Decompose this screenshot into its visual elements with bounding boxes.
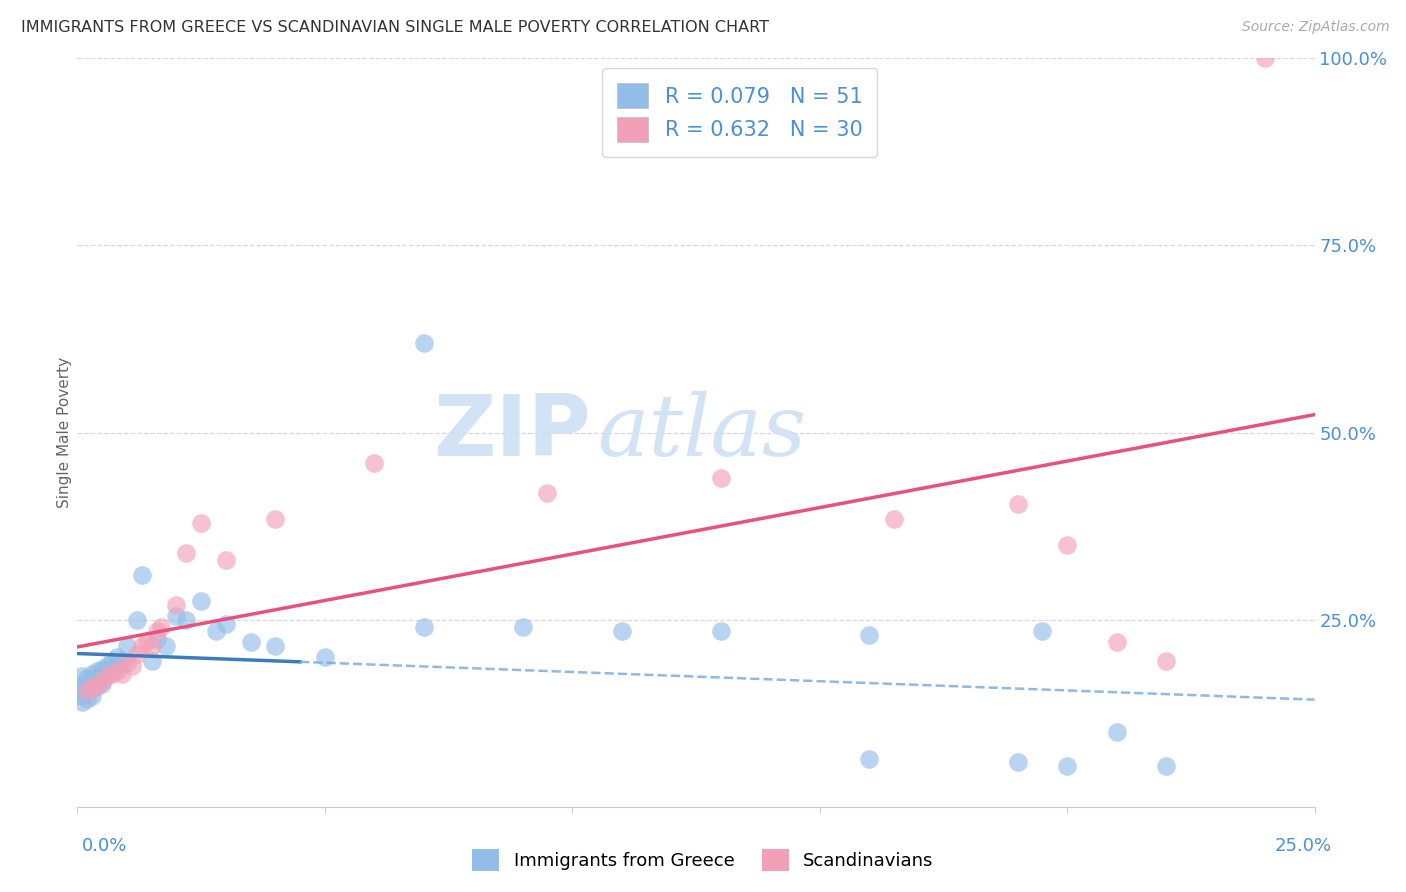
- Point: [101, 654, 124, 668]
- Point: [141, 639, 163, 653]
- Point: [76, 672, 98, 686]
- Point: [115, 657, 138, 671]
- Point: [858, 628, 880, 642]
- Point: [101, 666, 124, 681]
- Point: [165, 609, 187, 624]
- Point: [72, 690, 94, 704]
- Point: [101, 662, 124, 676]
- Point: [1031, 624, 1053, 639]
- Point: [1154, 759, 1177, 773]
- Point: [105, 657, 128, 672]
- Point: [76, 691, 98, 706]
- Point: [131, 639, 153, 653]
- Point: [264, 639, 287, 653]
- Point: [145, 624, 167, 639]
- Point: [86, 672, 108, 686]
- Point: [1007, 756, 1029, 770]
- Text: atlas: atlas: [598, 392, 806, 474]
- Point: [125, 613, 148, 627]
- Point: [363, 456, 385, 470]
- Point: [82, 690, 104, 704]
- Point: [174, 613, 197, 627]
- Point: [115, 639, 138, 653]
- Point: [76, 678, 98, 692]
- Point: [111, 654, 134, 668]
- Legend: Immigrants from Greece, Scandinavians: Immigrants from Greece, Scandinavians: [465, 842, 941, 879]
- Point: [72, 676, 94, 690]
- Point: [76, 684, 98, 698]
- Point: [82, 674, 104, 689]
- Text: Source: ZipAtlas.com: Source: ZipAtlas.com: [1241, 20, 1389, 34]
- Point: [91, 662, 114, 676]
- Point: [1254, 51, 1277, 65]
- Point: [91, 676, 114, 690]
- Point: [96, 666, 118, 681]
- Text: 0.0%: 0.0%: [82, 837, 127, 855]
- Point: [412, 335, 434, 350]
- Point: [141, 654, 163, 668]
- Point: [105, 664, 128, 678]
- Point: [190, 516, 212, 530]
- Text: ZIP: ZIP: [433, 391, 591, 475]
- Point: [121, 659, 143, 673]
- Point: [91, 669, 114, 683]
- Point: [710, 470, 733, 484]
- Point: [1105, 635, 1128, 649]
- Point: [1056, 759, 1078, 773]
- Point: [82, 681, 104, 696]
- Point: [536, 485, 558, 500]
- Point: [165, 598, 187, 612]
- Point: [86, 664, 108, 678]
- Point: [215, 616, 238, 631]
- Point: [105, 650, 128, 665]
- Point: [264, 512, 287, 526]
- Point: [858, 751, 880, 765]
- Point: [125, 647, 148, 661]
- Point: [1007, 497, 1029, 511]
- Point: [111, 666, 134, 681]
- Point: [145, 632, 167, 646]
- Point: [150, 620, 173, 634]
- Point: [96, 659, 118, 673]
- Point: [174, 545, 197, 559]
- Point: [91, 674, 114, 689]
- Legend: R = 0.079   N = 51, R = 0.632   N = 30: R = 0.079 N = 51, R = 0.632 N = 30: [603, 69, 877, 157]
- Point: [205, 624, 228, 639]
- Point: [412, 620, 434, 634]
- Text: 25.0%: 25.0%: [1274, 837, 1331, 855]
- Y-axis label: Single Male Poverty: Single Male Poverty: [56, 357, 72, 508]
- Text: IMMIGRANTS FROM GREECE VS SCANDINAVIAN SINGLE MALE POVERTY CORRELATION CHART: IMMIGRANTS FROM GREECE VS SCANDINAVIAN S…: [21, 20, 769, 35]
- Point: [190, 594, 212, 608]
- Point: [86, 679, 108, 693]
- Point: [239, 635, 262, 649]
- Point: [883, 512, 905, 526]
- Point: [96, 669, 118, 683]
- Point: [72, 669, 94, 683]
- Point: [1105, 725, 1128, 739]
- Point: [76, 684, 98, 698]
- Point: [610, 624, 633, 639]
- Point: [86, 679, 108, 693]
- Point: [314, 650, 336, 665]
- Point: [215, 553, 238, 567]
- Point: [1056, 538, 1078, 552]
- Point: [131, 568, 153, 582]
- Point: [155, 639, 177, 653]
- Point: [710, 624, 733, 639]
- Point: [72, 684, 94, 698]
- Point: [82, 666, 104, 681]
- Point: [82, 681, 104, 695]
- Point: [512, 620, 534, 634]
- Point: [135, 634, 157, 648]
- Point: [72, 695, 94, 709]
- Point: [1154, 654, 1177, 668]
